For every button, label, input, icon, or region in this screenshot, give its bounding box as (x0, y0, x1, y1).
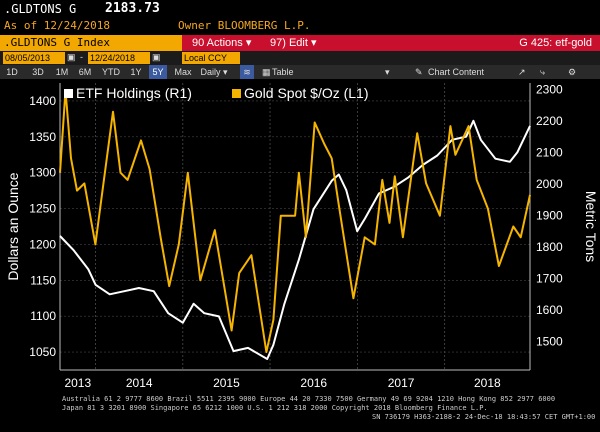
period-1m[interactable]: 1M (55, 67, 69, 77)
calendar-icon[interactable]: ▣ (67, 52, 76, 62)
plot-background (60, 83, 530, 370)
period-5y[interactable]: 5Y (149, 65, 167, 79)
chart-content-icon[interactable]: ✎ (415, 67, 423, 77)
period-1y[interactable]: 1Y (130, 67, 142, 77)
period-ytd[interactable]: YTD (102, 67, 120, 77)
x-tick-label: 2017 (388, 376, 415, 390)
date-separator: - (80, 52, 83, 62)
footer: Australia 61 2 9777 8600 Brazil 5511 239… (0, 394, 600, 432)
right-axis-title: Metric Tons (583, 191, 599, 262)
period-3d[interactable]: 3D (32, 67, 44, 77)
edit-menu-button[interactable]: 97) Edit ▾ (270, 37, 317, 49)
chevron-down-icon[interactable]: ▾ (385, 67, 390, 77)
legend-gold-label: Gold Spot $/Oz (L1) (244, 85, 369, 101)
right-tick-label: 1900 (536, 208, 563, 222)
right-tick-label: 1600 (536, 303, 563, 317)
right-tick-label: 1500 (536, 335, 563, 349)
chart-content-button[interactable]: Chart Content (428, 67, 485, 77)
gold-spot-line (59, 89, 531, 354)
right-tick-label: 2200 (536, 114, 563, 128)
chart-area: 1050 1100 1150 1200 1250 1300 1350 1400 1500 1600… (0, 79, 600, 392)
gear-icon[interactable]: ⚙ (568, 67, 577, 77)
resize-icon[interactable]: ↗ (518, 67, 526, 77)
right-tick-label: 2300 (536, 82, 563, 96)
legend-gold-swatch (232, 89, 241, 98)
index-name-field[interactable]: .GLDTONS G Index (0, 35, 182, 51)
period-6m[interactable]: 6M (78, 67, 92, 77)
left-tick-label: 1050 (29, 345, 56, 359)
footer-contacts: Australia 61 2 9777 8600 Brazil 5511 239… (62, 395, 556, 403)
left-tick-label: 1150 (30, 273, 56, 287)
left-tick-label: 1300 (29, 166, 56, 180)
last-value: 2183.73 (105, 1, 160, 16)
period-1d[interactable]: 1D (6, 67, 18, 77)
footer-session: SN 736179 H363-2188-2 24-Dec-18 18:43:57… (372, 413, 596, 421)
table-button[interactable]: Table (272, 67, 294, 77)
x-tick-label: 2014 (126, 376, 153, 390)
right-tick-label: 2000 (536, 177, 563, 191)
end-date-input[interactable]: 12/24/2018 (88, 52, 150, 64)
legend-etf-label: ETF Holdings (R1) (76, 85, 192, 101)
x-tick-label: 2015 (213, 376, 240, 390)
page-id-label: G 425: etf-gold (519, 37, 592, 49)
legend-etf-swatch (64, 89, 73, 98)
header-row: .GLDTONS G 2183.73 (0, 0, 600, 18)
currency-select[interactable]: Local CCY (182, 52, 240, 64)
left-tick-label: 1400 (29, 94, 56, 108)
x-tick-label: 2016 (300, 376, 327, 390)
owner-label: Owner BLOOMBERG L.P. (178, 19, 311, 32)
left-tick-label: 1100 (30, 309, 56, 323)
table-icon[interactable]: ▦ (262, 67, 271, 77)
frequency-select[interactable]: Daily ▾ (200, 67, 228, 77)
footer-copyright: Japan 81 3 3201 8900 Singapore 65 6212 1… (62, 404, 488, 412)
left-tick-label: 1250 (29, 202, 56, 216)
actions-menu-button[interactable]: 90 Actions ▾ (192, 37, 252, 49)
start-date-input[interactable]: 08/05/2013 (3, 52, 65, 64)
share-icon[interactable]: ⤷ (540, 67, 546, 77)
right-tick-label: 1700 (536, 272, 563, 286)
right-tick-label: 2100 (536, 145, 563, 159)
ticker-label: .GLDTONS G (4, 2, 77, 16)
calendar-icon[interactable]: ▣ (152, 52, 161, 62)
x-tick-label: 2013 (64, 376, 91, 390)
right-tick-label: 1800 (536, 240, 563, 254)
period-max[interactable]: Max (174, 67, 192, 77)
line-chart-icon[interactable]: ≋ (240, 65, 254, 79)
command-bar: .GLDTONS G Index 90 Actions ▾ 97) Edit ▾… (0, 35, 600, 51)
date-range-row: 08/05/2013 ▣ - 12/24/2018 ▣ Local CCY (0, 51, 600, 65)
left-axis-title: Dollars an Ounce (5, 172, 21, 280)
left-tick-label: 1350 (29, 130, 56, 144)
chart-svg: 1050 1100 1150 1200 1250 1300 1350 1400 1500 1600… (5, 82, 599, 390)
left-tick-label: 1200 (29, 237, 56, 251)
header-info-row: As of 12/24/2018 Owner BLOOMBERG L.P. (0, 18, 600, 34)
period-toolbar: 1D 3D 1M 6M YTD 1Y 5Y Max Daily ▾ ≋ ▦ Ta… (0, 65, 600, 79)
as-of-label: As of 12/24/2018 (4, 19, 110, 32)
x-tick-label: 2018 (474, 376, 501, 390)
